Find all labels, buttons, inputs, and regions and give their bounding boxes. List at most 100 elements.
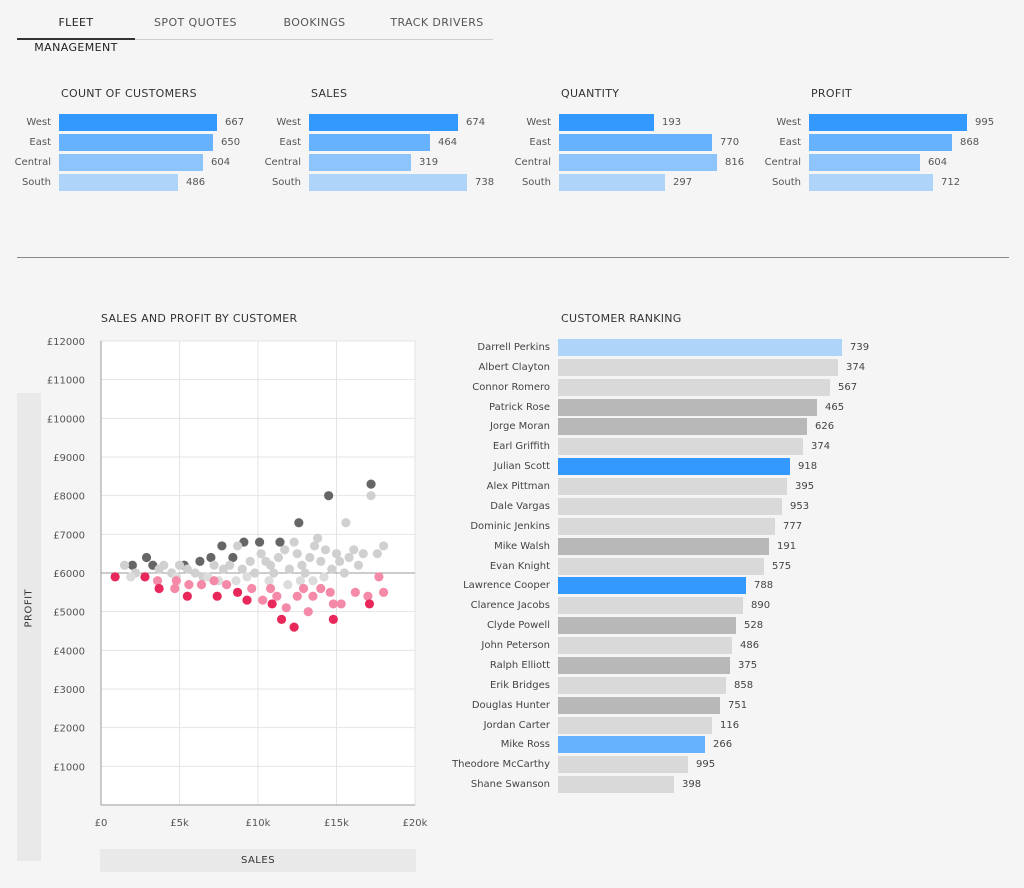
kpi-value-label: 319 bbox=[419, 157, 439, 168]
y-tick-label: £8000 bbox=[53, 492, 85, 503]
scatter-point bbox=[313, 533, 323, 543]
scatter-point bbox=[366, 479, 376, 489]
y-tick-label: £9000 bbox=[53, 453, 85, 464]
kpi-bar[interactable] bbox=[809, 134, 952, 151]
kpi-category-label: Central bbox=[764, 157, 801, 168]
scatter-point bbox=[292, 591, 302, 601]
kpi-bar[interactable] bbox=[309, 114, 458, 131]
kpi-row: West 674 bbox=[267, 114, 507, 131]
scatter-point bbox=[232, 541, 243, 551]
scatter-point bbox=[281, 603, 291, 613]
kpi-bar[interactable] bbox=[559, 154, 717, 171]
kpi-bar[interactable] bbox=[309, 154, 411, 171]
tab-fleet-management[interactable]: FLEET MANAGEMENT bbox=[17, 10, 135, 54]
scatter-point bbox=[209, 576, 219, 586]
kpi-category-label: East bbox=[529, 137, 551, 148]
kpi-row: Central 816 bbox=[515, 154, 757, 171]
kpi-category-label: South bbox=[521, 177, 551, 188]
kpi-value-label: 193 bbox=[662, 117, 682, 128]
kpi-category-label: West bbox=[276, 117, 301, 128]
scatter-point bbox=[339, 568, 349, 578]
scatter-point bbox=[294, 518, 304, 528]
scatter-point bbox=[300, 568, 310, 578]
tab-bookings[interactable]: BOOKINGS bbox=[283, 16, 346, 29]
scatter-point bbox=[366, 491, 376, 501]
scatter-point bbox=[174, 560, 185, 570]
scatter-point bbox=[353, 560, 364, 570]
kpi-bar[interactable] bbox=[809, 114, 967, 131]
scatter-point bbox=[297, 560, 307, 570]
kpi-title-customers: COUNT OF CUSTOMERS bbox=[61, 87, 197, 100]
kpi-bar[interactable] bbox=[59, 134, 213, 151]
scatter-title: SALES AND PROFIT BY CUSTOMER bbox=[101, 312, 298, 325]
kpi-value-label: 770 bbox=[720, 137, 740, 148]
scatter-point bbox=[374, 572, 384, 582]
scatter-point bbox=[140, 572, 150, 582]
kpi-category-label: East bbox=[29, 137, 51, 148]
scatter-point bbox=[349, 545, 359, 555]
kpi-category-label: Central bbox=[264, 157, 301, 168]
x-tick-label: £10k bbox=[246, 818, 271, 829]
scatter-point bbox=[358, 549, 368, 559]
kpi-chart-sales: West 674 East 464 Central 319 South 738 bbox=[265, 114, 507, 204]
kpi-value-label: 868 bbox=[960, 137, 980, 148]
kpi-value-label: 604 bbox=[211, 157, 231, 168]
tab-track-drivers[interactable]: TRACK DRIVERS bbox=[390, 16, 484, 29]
kpi-bar[interactable] bbox=[59, 114, 217, 131]
y-tick-label: £3000 bbox=[53, 685, 85, 696]
x-tick-label: £15k bbox=[324, 818, 349, 829]
scatter-point bbox=[231, 576, 241, 586]
kpi-value-label: 604 bbox=[928, 157, 948, 168]
kpi-bar[interactable] bbox=[809, 174, 933, 191]
kpi-category-label: Central bbox=[514, 157, 551, 168]
scatter-point bbox=[254, 537, 265, 547]
kpi-title-quantity: QUANTITY bbox=[561, 87, 620, 100]
scatter-point bbox=[344, 552, 354, 563]
kpi-value-label: 650 bbox=[221, 137, 241, 148]
kpi-category-label: East bbox=[779, 137, 801, 148]
scatter-point bbox=[182, 564, 192, 574]
scatter-point bbox=[267, 599, 277, 609]
scatter-point bbox=[141, 552, 152, 563]
kpi-row: West 667 bbox=[17, 114, 257, 131]
x-tick-label: £20k bbox=[403, 818, 428, 829]
scatter-point bbox=[206, 552, 216, 563]
kpi-bar[interactable] bbox=[559, 174, 665, 191]
kpi-bar[interactable] bbox=[559, 114, 654, 131]
ranking-title: CUSTOMER RANKING bbox=[561, 312, 682, 325]
scatter-point bbox=[379, 587, 389, 597]
kpi-title-profit: PROFIT bbox=[811, 87, 853, 100]
kpi-category-label: South bbox=[771, 177, 801, 188]
y-tick-label: £6000 bbox=[53, 569, 85, 580]
scatter-point bbox=[126, 572, 136, 582]
kpi-row: West 193 bbox=[517, 114, 757, 131]
kpi-bar[interactable] bbox=[309, 174, 467, 191]
kpi-value-label: 464 bbox=[438, 137, 458, 148]
kpi-category-label: Central bbox=[14, 157, 51, 168]
scatter-point bbox=[316, 583, 326, 594]
scatter-point bbox=[196, 580, 207, 590]
kpi-bar[interactable] bbox=[809, 154, 920, 171]
kpi-row: Central 319 bbox=[265, 154, 507, 171]
scatter-point bbox=[247, 583, 257, 594]
scatter-point bbox=[327, 564, 337, 574]
kpi-value-label: 738 bbox=[475, 177, 495, 188]
scatter-point bbox=[305, 552, 315, 563]
y-tick-label: £1000 bbox=[53, 762, 85, 773]
kpi-category-label: South bbox=[21, 177, 51, 188]
kpi-bar[interactable] bbox=[309, 134, 430, 151]
scatter-point bbox=[363, 591, 373, 601]
kpi-bar[interactable] bbox=[559, 134, 712, 151]
scatter-point bbox=[256, 549, 266, 559]
kpi-bar[interactable] bbox=[59, 154, 203, 171]
kpi-category-label: West bbox=[776, 117, 801, 128]
kpi-bar[interactable] bbox=[59, 174, 178, 191]
scatter-point bbox=[170, 583, 180, 594]
scatter-point bbox=[209, 560, 219, 570]
scatter-point bbox=[328, 614, 338, 625]
scatter-point bbox=[250, 568, 260, 578]
scatter-point bbox=[222, 580, 232, 590]
scatter-point bbox=[289, 622, 299, 632]
tab-spot-quotes[interactable]: SPOT QUOTES bbox=[154, 16, 237, 29]
